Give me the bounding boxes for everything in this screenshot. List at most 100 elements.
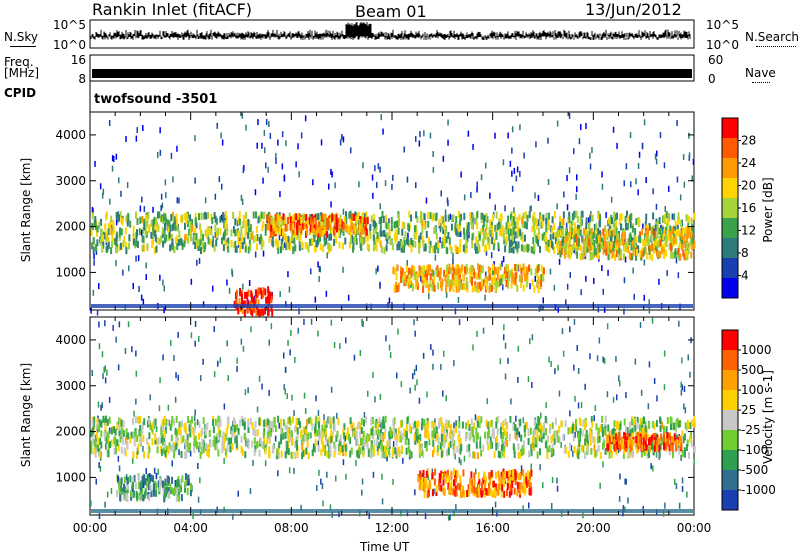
echo-cell xyxy=(506,281,509,289)
echo-cell xyxy=(392,423,395,431)
echo-cell xyxy=(247,219,250,226)
echo-cell xyxy=(516,434,518,441)
echo-cell xyxy=(247,426,250,433)
echo-cell xyxy=(572,228,575,236)
echo-cell xyxy=(177,427,180,435)
echo-cell xyxy=(376,444,379,452)
echo-cell xyxy=(446,275,449,283)
echo-cell xyxy=(508,233,511,241)
noise-cell xyxy=(135,255,137,262)
echo-cell xyxy=(477,271,480,279)
echo-cell xyxy=(327,242,330,250)
echo-cell xyxy=(345,217,348,225)
echo-cell xyxy=(591,214,594,222)
echo-cell xyxy=(531,279,534,287)
noise-cell xyxy=(283,175,286,182)
echo-cell xyxy=(382,215,385,223)
noise-cell xyxy=(582,512,584,519)
echo-cell xyxy=(165,445,168,453)
echo-cell xyxy=(115,234,118,242)
echo-cell xyxy=(452,436,454,444)
echo-cell xyxy=(243,423,246,431)
noise-cell xyxy=(485,249,488,256)
echo-cell xyxy=(500,230,503,237)
echo-cell xyxy=(289,220,292,227)
echo-cell xyxy=(532,216,535,224)
noise-cell xyxy=(252,460,254,466)
echo-cell xyxy=(270,219,273,227)
noise-cell xyxy=(101,192,104,199)
echo-cell xyxy=(396,285,399,292)
echo-cell xyxy=(502,233,505,241)
noise-cell xyxy=(336,412,338,419)
echo-cell xyxy=(278,219,281,227)
echo-cell xyxy=(122,430,125,438)
echo-cell xyxy=(446,264,449,272)
noise-cell xyxy=(379,393,382,400)
echo-cell xyxy=(676,224,679,232)
noise-cell xyxy=(424,513,427,520)
echo-cell xyxy=(176,429,179,437)
echo-cell xyxy=(360,426,363,434)
noise-cell xyxy=(392,174,394,181)
noise-cell xyxy=(133,410,135,417)
echo-cell xyxy=(305,230,307,238)
echo-cell xyxy=(621,232,624,240)
echo-cell xyxy=(343,423,346,431)
echo-cell xyxy=(500,444,503,452)
echo-cell xyxy=(424,270,427,278)
echo-cell xyxy=(424,441,427,448)
echo-cell xyxy=(439,267,442,275)
echo-cell xyxy=(493,271,496,279)
echo-cell xyxy=(478,281,481,289)
noise-cell xyxy=(442,390,444,397)
echo-cell xyxy=(335,236,338,244)
echo-cell xyxy=(266,214,269,222)
echo-cell xyxy=(489,269,492,277)
noise-cell xyxy=(135,370,138,377)
noise-cell xyxy=(516,166,519,173)
echo-cell xyxy=(270,224,273,232)
echo-cell xyxy=(254,235,257,242)
echo-cell xyxy=(325,237,328,245)
y-tick-label: 4000 xyxy=(55,128,86,142)
echo-cell xyxy=(400,266,402,274)
echo-cell xyxy=(590,239,593,247)
noise-cell xyxy=(547,179,550,185)
noise-cell xyxy=(676,120,678,126)
nsearch-tick-top: 10^5 xyxy=(706,18,739,32)
echo-cell xyxy=(295,222,298,230)
echo-cell xyxy=(608,451,611,459)
echo-cell xyxy=(516,284,519,292)
noise-cell xyxy=(372,372,374,378)
echo-cell xyxy=(598,245,601,253)
noise-cell xyxy=(584,383,586,390)
echo-cell xyxy=(99,437,101,445)
noise-cell xyxy=(102,373,104,380)
noise-cell xyxy=(529,283,531,290)
echo-cell xyxy=(413,433,416,441)
noise-cell xyxy=(692,158,695,165)
echo-cell xyxy=(219,430,222,438)
noise-cell xyxy=(599,482,601,489)
noise-cell xyxy=(153,467,156,474)
echo-cell xyxy=(405,424,408,432)
echo-cell xyxy=(666,417,669,425)
echo-cell xyxy=(685,253,688,261)
echo-cell xyxy=(342,222,345,230)
echo-cell xyxy=(551,240,553,248)
echo-cell xyxy=(139,424,142,432)
echo-cell xyxy=(655,239,658,246)
echo-cell xyxy=(293,237,296,245)
echo-cell xyxy=(522,212,525,220)
echo-cell xyxy=(235,435,238,443)
echo-cell xyxy=(464,283,467,291)
noise-cell xyxy=(655,158,658,165)
echo-cell xyxy=(488,285,491,293)
echo-cell xyxy=(646,252,649,260)
echo-cell xyxy=(251,309,254,317)
echo-cell xyxy=(508,239,511,247)
echo-cell xyxy=(473,451,476,459)
echo-cell xyxy=(187,445,190,453)
echo-cell xyxy=(624,238,627,245)
